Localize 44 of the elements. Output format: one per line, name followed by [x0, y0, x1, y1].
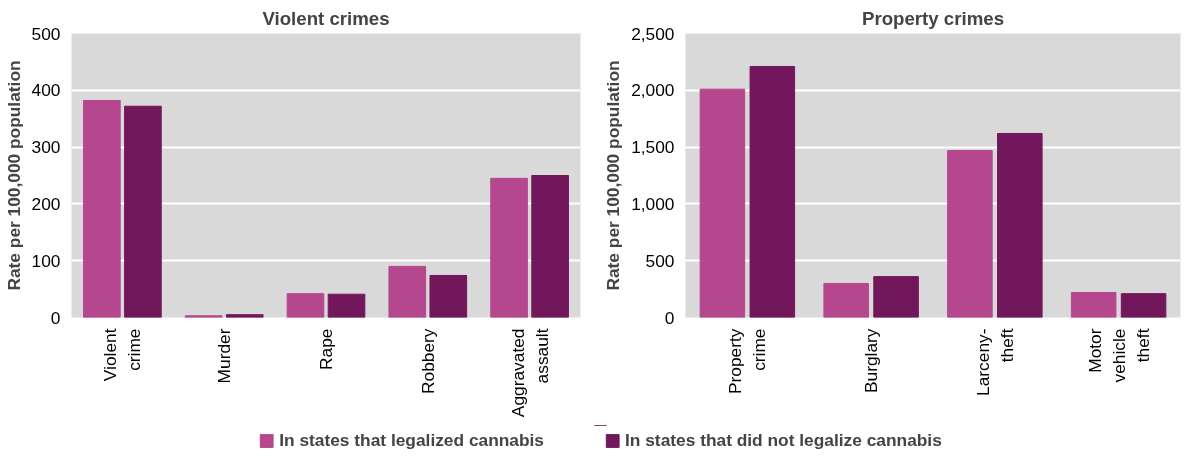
chart-title: Property crimes	[861, 7, 1005, 29]
x-tick-label: Burglary	[861, 328, 882, 394]
x-tick-label: Rape	[316, 328, 336, 370]
chart-title: Violent crimes	[262, 7, 390, 29]
x-tick-label: Robbery	[417, 328, 438, 394]
y-tick-label: 300	[31, 137, 61, 158]
x-tick-label: Motor vehicle theft	[1084, 328, 1153, 383]
y-tick-label: 100	[31, 250, 61, 271]
y-axis-title: Rate per 100,000 population	[603, 60, 624, 291]
x-tick-label: Property crime	[725, 328, 770, 394]
bar	[823, 282, 869, 318]
bar	[327, 293, 366, 318]
y-tick-label: 2,000	[631, 80, 675, 101]
y-tick-label: 1,500	[631, 137, 675, 158]
bar	[225, 314, 264, 318]
x-tick-label: Larceny-theft	[972, 328, 1017, 396]
bar	[997, 132, 1043, 318]
y-axis-title: Rate per 100,000 population	[3, 60, 24, 291]
bar	[490, 177, 528, 318]
bar	[531, 175, 569, 318]
bar	[699, 88, 746, 318]
y-tick-label: 500	[31, 23, 61, 44]
bar	[947, 150, 993, 318]
y-tick-label: 0	[664, 307, 675, 328]
bar	[1120, 293, 1167, 318]
x-tick-label: Violent crime	[100, 328, 145, 382]
bar	[124, 105, 162, 318]
bar	[749, 65, 796, 318]
bar	[286, 293, 325, 318]
x-tick-label: Murder	[214, 328, 235, 384]
y-tick-label: 2,500	[631, 23, 675, 44]
bar	[873, 276, 919, 318]
y-tick-label: 400	[31, 80, 61, 101]
bar	[388, 265, 427, 318]
bar	[1070, 292, 1117, 318]
y-tick-label: 500	[645, 250, 675, 271]
bar	[83, 100, 121, 318]
y-tick-label: 200	[31, 193, 61, 214]
legend-label: In states that did not legalize cannabis	[625, 429, 942, 451]
bar	[429, 274, 468, 318]
y-tick-label: 0	[50, 307, 61, 328]
legend-label: In states that legalized cannabis	[279, 429, 545, 451]
y-tick-label: 1,000	[631, 193, 675, 214]
x-tick-label: Aggravated assault	[507, 328, 552, 418]
